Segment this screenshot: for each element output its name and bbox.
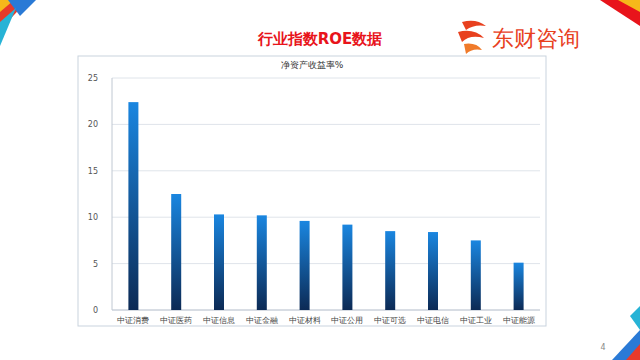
x-tick-label: 中证金融 xyxy=(246,316,278,325)
x-tick-label: 中证工业 xyxy=(460,316,492,325)
corner-triangle xyxy=(630,306,640,330)
x-tick-label: 中证材料 xyxy=(289,316,321,325)
bar xyxy=(257,215,267,310)
x-tick-label: 中证可选 xyxy=(374,316,406,325)
grid-line xyxy=(112,124,540,125)
grid-line xyxy=(112,170,540,171)
bar xyxy=(514,263,524,310)
logo-text: 东财咨询 xyxy=(492,26,580,51)
bar xyxy=(385,231,395,310)
corner-triangle xyxy=(0,8,16,46)
logo-icon xyxy=(462,21,486,30)
y-tick-label: 10 xyxy=(88,213,98,222)
x-tick-label: 中证消费 xyxy=(117,316,149,325)
bar xyxy=(300,221,310,310)
bar xyxy=(342,225,352,310)
corner-triangle xyxy=(612,330,640,360)
bar xyxy=(428,232,438,310)
x-tick-label: 中证信息 xyxy=(203,316,235,325)
bars xyxy=(128,102,523,310)
bar xyxy=(471,240,481,310)
corner-triangle xyxy=(618,0,640,12)
chart-frame xyxy=(78,56,546,326)
logo-icon xyxy=(464,44,482,54)
logo-icon xyxy=(458,31,484,42)
slide-title: 行业指数ROE数据 xyxy=(257,30,383,48)
y-axis xyxy=(112,78,113,310)
x-tick-label: 中证医药 xyxy=(160,316,192,325)
y-tick-label: 25 xyxy=(88,74,98,83)
bar xyxy=(214,214,224,310)
decoration xyxy=(0,0,640,360)
y-tick-label: 0 xyxy=(93,306,98,315)
chart-title: 净资产收益率% xyxy=(281,60,344,70)
bar xyxy=(171,194,181,310)
x-tick-label: 中证公用 xyxy=(331,316,363,325)
y-tick-label: 20 xyxy=(88,120,98,129)
logo: 东财咨询 xyxy=(458,21,580,54)
x-tick-label: 中证能源 xyxy=(503,316,535,325)
grid-line xyxy=(112,78,540,79)
y-tick-label: 5 xyxy=(93,260,98,269)
corner-triangle xyxy=(600,0,640,26)
x-tick-label: 中证电信 xyxy=(417,316,449,325)
page-number: 4 xyxy=(600,343,605,352)
corner-triangle xyxy=(626,344,640,360)
bar xyxy=(128,102,138,310)
y-tick-label: 15 xyxy=(88,167,98,176)
